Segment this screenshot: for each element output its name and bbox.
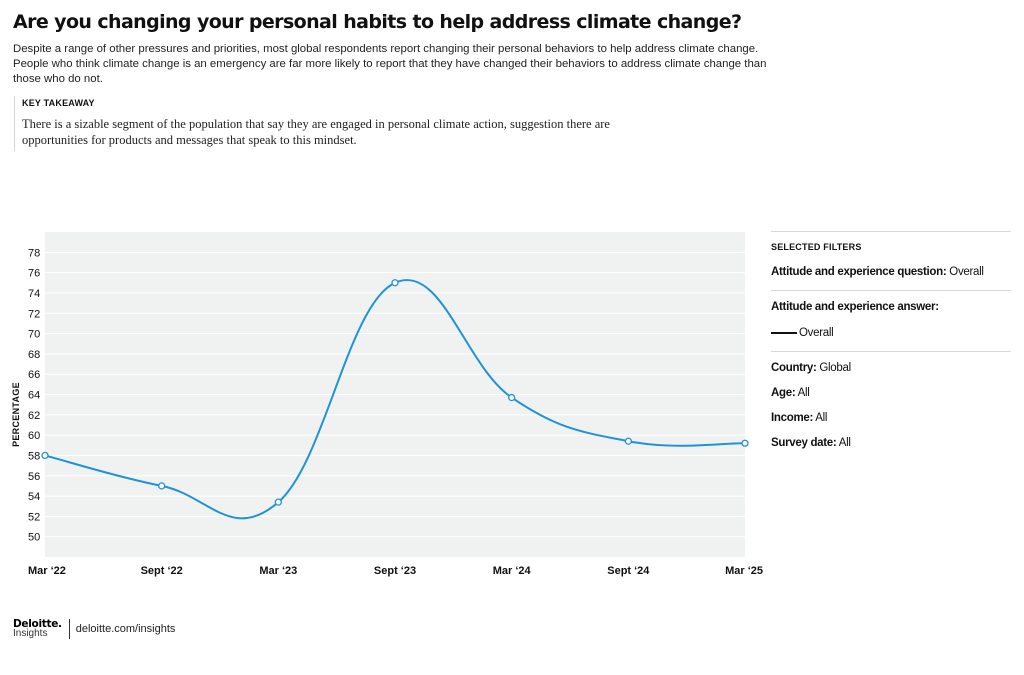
- y-axis-label: PERCENTAGE: [11, 382, 21, 447]
- y-tick-label: 62: [28, 410, 40, 422]
- data-point[interactable]: [158, 482, 166, 490]
- y-tick-label: 70: [28, 329, 40, 341]
- filter-country-label: Country:: [771, 362, 817, 374]
- y-tick-label: 66: [28, 369, 40, 381]
- filters-heading: SELECTED FILTERS: [771, 242, 862, 252]
- filter-income: Income: All: [771, 412, 1011, 424]
- logo-sub: Insights: [13, 628, 48, 639]
- x-tick-label: Mar ‘24: [493, 565, 532, 577]
- x-tick-label: Mar ‘22: [28, 565, 66, 577]
- filter-question: Attitude and experience question: Overal…: [771, 266, 1011, 278]
- filter-age-label: Age:: [771, 387, 796, 399]
- data-point[interactable]: [391, 279, 399, 287]
- data-point[interactable]: [624, 437, 632, 445]
- x-tick-label: Sept ‘23: [374, 565, 416, 577]
- y-tick-label: 54: [28, 491, 40, 503]
- data-point[interactable]: [508, 393, 516, 402]
- footer-url-link[interactable]: deloitte.com/insights: [75, 623, 176, 635]
- y-tick-label: 76: [28, 268, 40, 280]
- filter-survey-date: Survey date: All: [771, 437, 1011, 449]
- key-takeaway-text: There is a sizable segment of the popula…: [22, 117, 610, 147]
- filter-country-value: Global: [816, 362, 851, 374]
- y-tick-label: 60: [28, 430, 40, 442]
- series-line-overall: [44, 279, 746, 520]
- y-tick-label: 74: [28, 288, 40, 300]
- y-tick-label: 56: [28, 471, 40, 483]
- filter-question-label: Attitude and experience question:: [771, 266, 947, 278]
- y-tick-label: 78: [28, 247, 40, 259]
- filter-question-value: Overall: [946, 266, 984, 278]
- y-tick-label: 52: [28, 511, 40, 523]
- data-point[interactable]: [41, 451, 49, 460]
- data-point[interactable]: [274, 498, 282, 506]
- filter-survey-date-value: All: [836, 437, 851, 449]
- y-tick-label: 68: [28, 349, 40, 361]
- logo-brand: Deloitte: [13, 618, 59, 630]
- filter-income-value: All: [813, 412, 828, 424]
- filter-survey-date-label: Survey date:: [771, 437, 837, 449]
- y-axis-ticks: 50 52 54 56 58 60 62 64 66 68 70 72 74 76 78: [28, 247, 40, 543]
- x-tick-label: Sept ‘22: [141, 565, 183, 577]
- filter-age: Age: All: [771, 387, 1011, 399]
- x-tick-label: Sept ‘24: [607, 565, 650, 577]
- legend-line-swatch: [771, 331, 797, 334]
- data-point[interactable]: [741, 439, 749, 447]
- x-axis-ticks: Mar ‘22 Sept ‘22 Mar ‘23 Sept ‘23 Mar ‘24 Sep…: [28, 565, 763, 577]
- key-takeaway: KEY TAKEAWAY There is a sizable segment …: [14, 96, 612, 151]
- logo-dot: .: [58, 618, 62, 630]
- key-takeaway-label: KEY TAKEAWAY: [22, 98, 95, 108]
- y-tick-label: 64: [28, 390, 40, 402]
- filter-answer: Attitude and experience answer:: [771, 301, 1011, 313]
- filter-answer-label: Attitude and experience answer:: [771, 301, 939, 313]
- filter-age-value: All: [795, 387, 810, 399]
- filter-country: Country: Global: [771, 362, 1011, 374]
- page-subtitle: Despite a range of other pressures and p…: [13, 43, 767, 85]
- gridlines: [45, 251, 745, 538]
- line-chart: 50 52 54 56 58 60 62 64 66 68 70 72 74 76 78 Mar ‘22 Se…: [11, 232, 763, 577]
- footer: Deloitte. Insights deloitte.com/insights: [13, 619, 175, 639]
- y-tick-label: 72: [28, 308, 40, 320]
- y-tick-label: 50: [28, 532, 40, 544]
- x-tick-label: Mar ‘23: [259, 565, 297, 577]
- page-title: Are you changing your personal habits to…: [13, 11, 742, 33]
- legend-item-overall: Overall: [771, 327, 1011, 339]
- filters-panel: SELECTED FILTERS Attitude and experience…: [771, 231, 1011, 449]
- y-tick-label: 58: [28, 450, 40, 462]
- deloitte-logo: Deloitte. Insights: [13, 619, 70, 639]
- data-points: [41, 279, 749, 506]
- x-tick-label: Mar ‘25: [725, 565, 763, 577]
- filter-income-label: Income:: [771, 412, 813, 424]
- legend-item-label: Overall: [799, 327, 834, 339]
